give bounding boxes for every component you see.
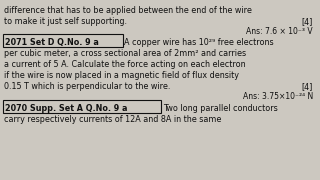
Text: 2070 Supp. Set A Q.No. 9 a: 2070 Supp. Set A Q.No. 9 a <box>5 104 127 113</box>
Bar <box>3 100 161 113</box>
Text: A copper wire has 10²⁹ free electrons: A copper wire has 10²⁹ free electrons <box>124 38 274 47</box>
Text: [4]: [4] <box>302 17 313 26</box>
Text: Ans: 3.75×10⁻²⁴ N: Ans: 3.75×10⁻²⁴ N <box>243 92 313 101</box>
Text: if the wire is now placed in a magnetic field of flux density: if the wire is now placed in a magnetic … <box>4 71 239 80</box>
Bar <box>3 34 123 47</box>
Text: 2071 Set D Q.No. 9 a: 2071 Set D Q.No. 9 a <box>5 38 99 47</box>
Text: a current of 5 A. Calculate the force acting on each electron: a current of 5 A. Calculate the force ac… <box>4 60 246 69</box>
Text: difference that has to be applied between the end of the wire: difference that has to be applied betwee… <box>4 6 252 15</box>
Text: per cubic meter, a cross sectional area of 2mm² and carries: per cubic meter, a cross sectional area … <box>4 49 246 58</box>
Text: carry respectively currents of 12A and 8A in the same: carry respectively currents of 12A and 8… <box>4 115 221 124</box>
Text: to make it just self supporting.: to make it just self supporting. <box>4 17 127 26</box>
Text: Ans: 7.6 × 10⁻³ V: Ans: 7.6 × 10⁻³ V <box>246 27 313 36</box>
Text: Two long parallel conductors: Two long parallel conductors <box>163 104 278 113</box>
Text: 0.15 T which is perpendicular to the wire.: 0.15 T which is perpendicular to the wir… <box>4 82 170 91</box>
Text: [4]: [4] <box>302 82 313 91</box>
